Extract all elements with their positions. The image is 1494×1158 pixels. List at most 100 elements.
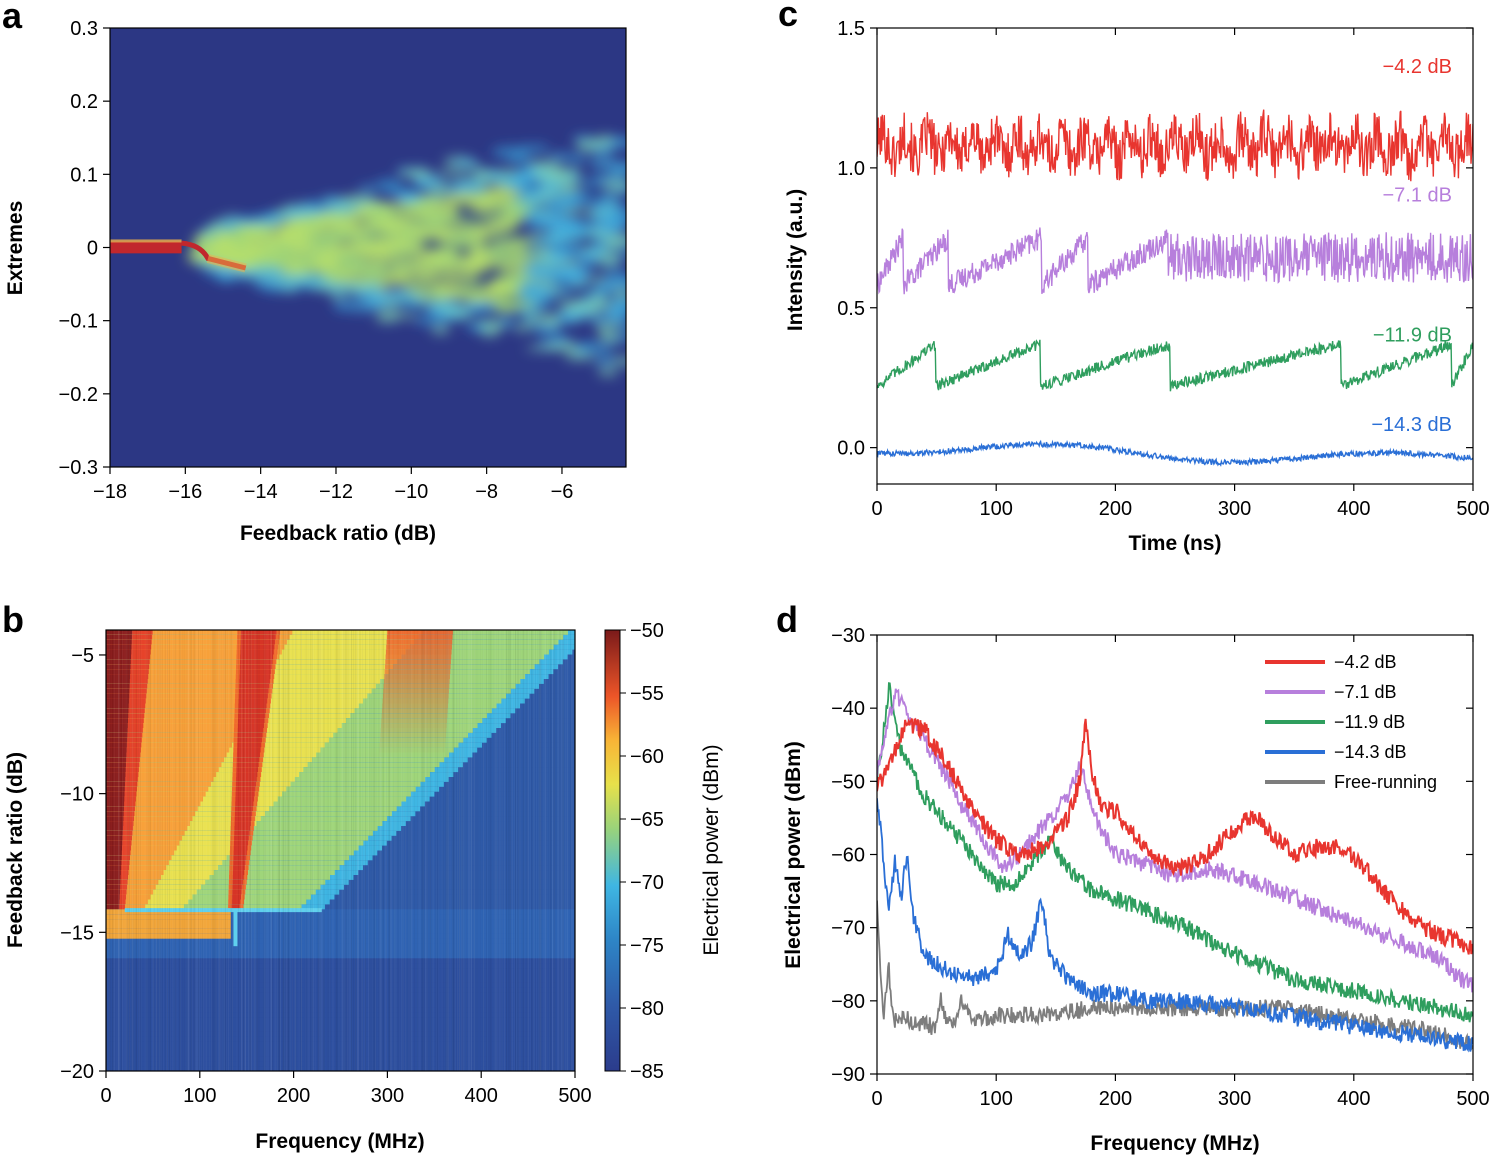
band: [106, 654, 132, 660]
stable-branch-edge: [110, 239, 182, 243]
x-tick-label: 0: [871, 1088, 882, 1110]
band: [106, 1051, 575, 1057]
band: [106, 855, 122, 861]
density-blob: [325, 206, 355, 219]
band: [239, 688, 269, 695]
band: [106, 997, 575, 1003]
band: [106, 674, 269, 680]
density-blob: [602, 252, 621, 259]
y-tick-label: 1.5: [837, 18, 865, 40]
panel-b-colorbar: [604, 629, 621, 1072]
y-tick-label: 0.3: [70, 18, 98, 40]
band: [237, 737, 262, 744]
density-blob: [410, 226, 435, 239]
density-blob: [349, 305, 379, 313]
density-blob: [538, 215, 567, 227]
trace-2: [877, 339, 1473, 392]
band: [237, 742, 262, 749]
band: [106, 924, 575, 930]
density-blob: [594, 355, 618, 366]
band: [106, 777, 126, 783]
density-blob: [473, 168, 495, 179]
band: [106, 713, 248, 719]
band: [106, 973, 575, 979]
band: [386, 639, 453, 646]
band: [106, 992, 575, 999]
density-blob: [428, 259, 451, 267]
band: [379, 747, 446, 754]
series-label: −11.9 dB: [1373, 324, 1452, 346]
band: [106, 860, 169, 866]
band: [106, 1036, 575, 1043]
y-tick-label: −90: [831, 1064, 865, 1086]
density-blob: [219, 217, 236, 232]
stable-branch: [110, 241, 182, 254]
band: [106, 884, 121, 891]
band: [106, 732, 238, 739]
legend-label: −7.1 dB: [1334, 682, 1397, 702]
band: [106, 870, 121, 876]
band: [106, 762, 126, 768]
density-blob: [591, 283, 612, 295]
band: [385, 654, 452, 660]
density-blob: [260, 282, 290, 293]
density-blob: [403, 207, 436, 216]
band: [106, 630, 293, 636]
bifurcation-branch: [181, 240, 247, 271]
band: [106, 865, 122, 871]
panel-a-ylabel: Extremes: [4, 201, 27, 296]
band: [237, 747, 261, 754]
band: [106, 644, 285, 651]
band: [106, 855, 172, 861]
band: [106, 669, 131, 675]
density-blob: [575, 340, 604, 354]
density-blob: [361, 265, 386, 278]
panel-b-spectrum-map: [106, 630, 575, 1071]
band: [235, 806, 253, 812]
density-blob: [430, 323, 451, 336]
y-tick-label: −5: [71, 645, 94, 667]
density-blob: [589, 156, 617, 170]
panel-b: b 0 100 200 300 400 500−5−10−15−20 −50−55−60−…: [2, 599, 723, 1153]
band: [380, 732, 447, 739]
band: [106, 708, 129, 714]
band: [106, 826, 123, 832]
band: [106, 884, 156, 891]
panel-b-colorbar-label: Electrical power (dBm): [700, 744, 723, 955]
band: [238, 708, 266, 714]
band: [238, 698, 268, 705]
density-blob: [358, 185, 378, 193]
x-tick-label: −6: [551, 481, 574, 503]
band: [236, 762, 259, 768]
density-blob: [353, 296, 379, 305]
density-blob: [398, 312, 418, 321]
band: [239, 674, 271, 680]
density-blob: [322, 247, 344, 258]
density-blob: [375, 178, 404, 192]
density-blob: [475, 231, 494, 240]
band: [106, 674, 131, 680]
band: [106, 899, 575, 905]
band: [106, 772, 126, 778]
band: [106, 762, 222, 768]
density-blob: [567, 153, 588, 164]
density-blob: [517, 144, 550, 154]
panel-c: c 0 100 200 300 400 500 1.5 1.0 0.5 0.0 −4.2 dB −7…: [778, 0, 1490, 555]
band: [386, 634, 453, 641]
band: [106, 1041, 575, 1048]
band: [106, 889, 575, 896]
band: [106, 894, 120, 901]
colorbar-tick-label: −65: [630, 809, 664, 831]
band: [106, 728, 128, 734]
band: [106, 1056, 575, 1062]
density-blob: [452, 235, 486, 248]
band: [231, 899, 241, 905]
colorbar-tick-label: −55: [630, 683, 664, 705]
band: [233, 845, 248, 852]
band: [106, 630, 133, 636]
density-blob: [560, 191, 595, 205]
density-blob: [375, 235, 412, 247]
band: [233, 850, 247, 856]
colorbar-tick-label: −75: [630, 935, 664, 957]
band: [233, 855, 247, 861]
